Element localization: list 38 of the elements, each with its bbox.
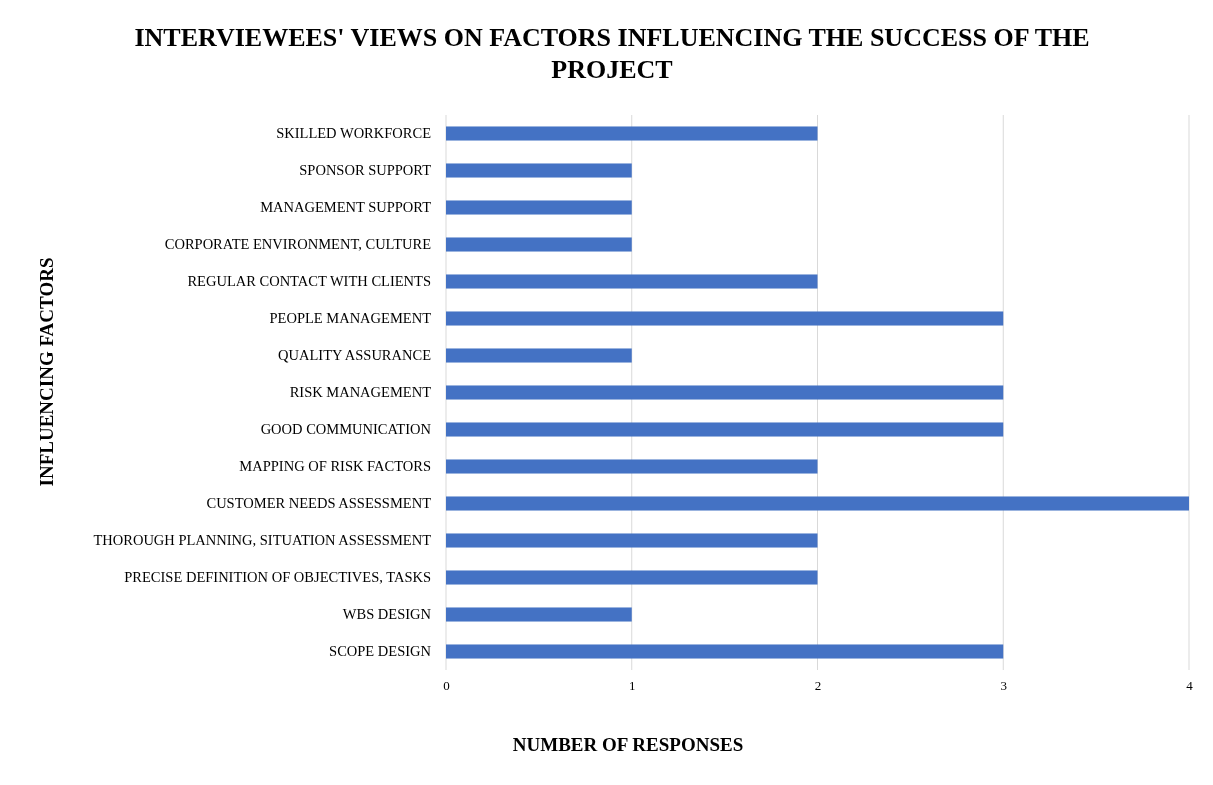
y-tick-label: CUSTOMER NEEDS ASSESSMENT [206,495,432,512]
bar [446,274,818,289]
bar [446,126,818,141]
x-tick-label: 0 [443,677,450,693]
bar [446,237,632,252]
y-tick-label: WBS DESIGN [342,606,432,623]
y-tick-label: MANAGEMENT SUPPORT [260,199,432,216]
bar [446,459,818,474]
y-tick-label: CORPORATE ENVIRONMENT, CULTURE [164,236,432,253]
y-tick-label: QUALITY ASSURANCE [278,347,432,364]
bar [446,422,1004,437]
chart-title: INTERVIEWEES' VIEWS ON FACTORS INFLUENCING THE SUCCESS OF THE PROJECT [134,23,1090,84]
x-tick-label: 1 [629,677,636,693]
bar [446,163,632,178]
x-tick-label: 2 [814,677,822,693]
bar [446,570,818,585]
y-tick-label: GOOD COMMUNICATION [260,421,432,438]
x-tick-label: 4 [1186,677,1194,693]
x-axis-title: NUMBER OF RESPONSES [512,734,744,755]
y-tick-label: RISK MANAGEMENT [289,384,432,401]
bar [446,348,632,363]
bar [446,311,1004,326]
y-tick-label: SPONSOR SUPPORT [299,162,432,179]
y-tick-label: SKILLED WORKFORCE [276,125,432,142]
bar [446,385,1004,400]
y-tick-label: PEOPLE MANAGEMENT [269,310,432,327]
y-tick-label: MAPPING OF RISK FACTORS [239,458,431,475]
bar [446,200,632,215]
bar [446,607,632,622]
bar [446,533,818,548]
bar [446,644,1004,659]
bar [446,496,1189,511]
y-tick-label: SCOPE DESIGN [329,643,432,660]
y-axis-title: INFLUENCING FACTORS [36,257,57,487]
y-tick-label: PRECISE DEFINITION OF OBJECTIVES, TASKS [124,569,431,586]
y-tick-label: THOROUGH PLANNING, SITUATION ASSESSMENT [93,532,432,549]
x-tick-label: 3 [1000,677,1007,693]
y-tick-label: REGULAR CONTACT WITH CLIENTS [187,273,431,290]
